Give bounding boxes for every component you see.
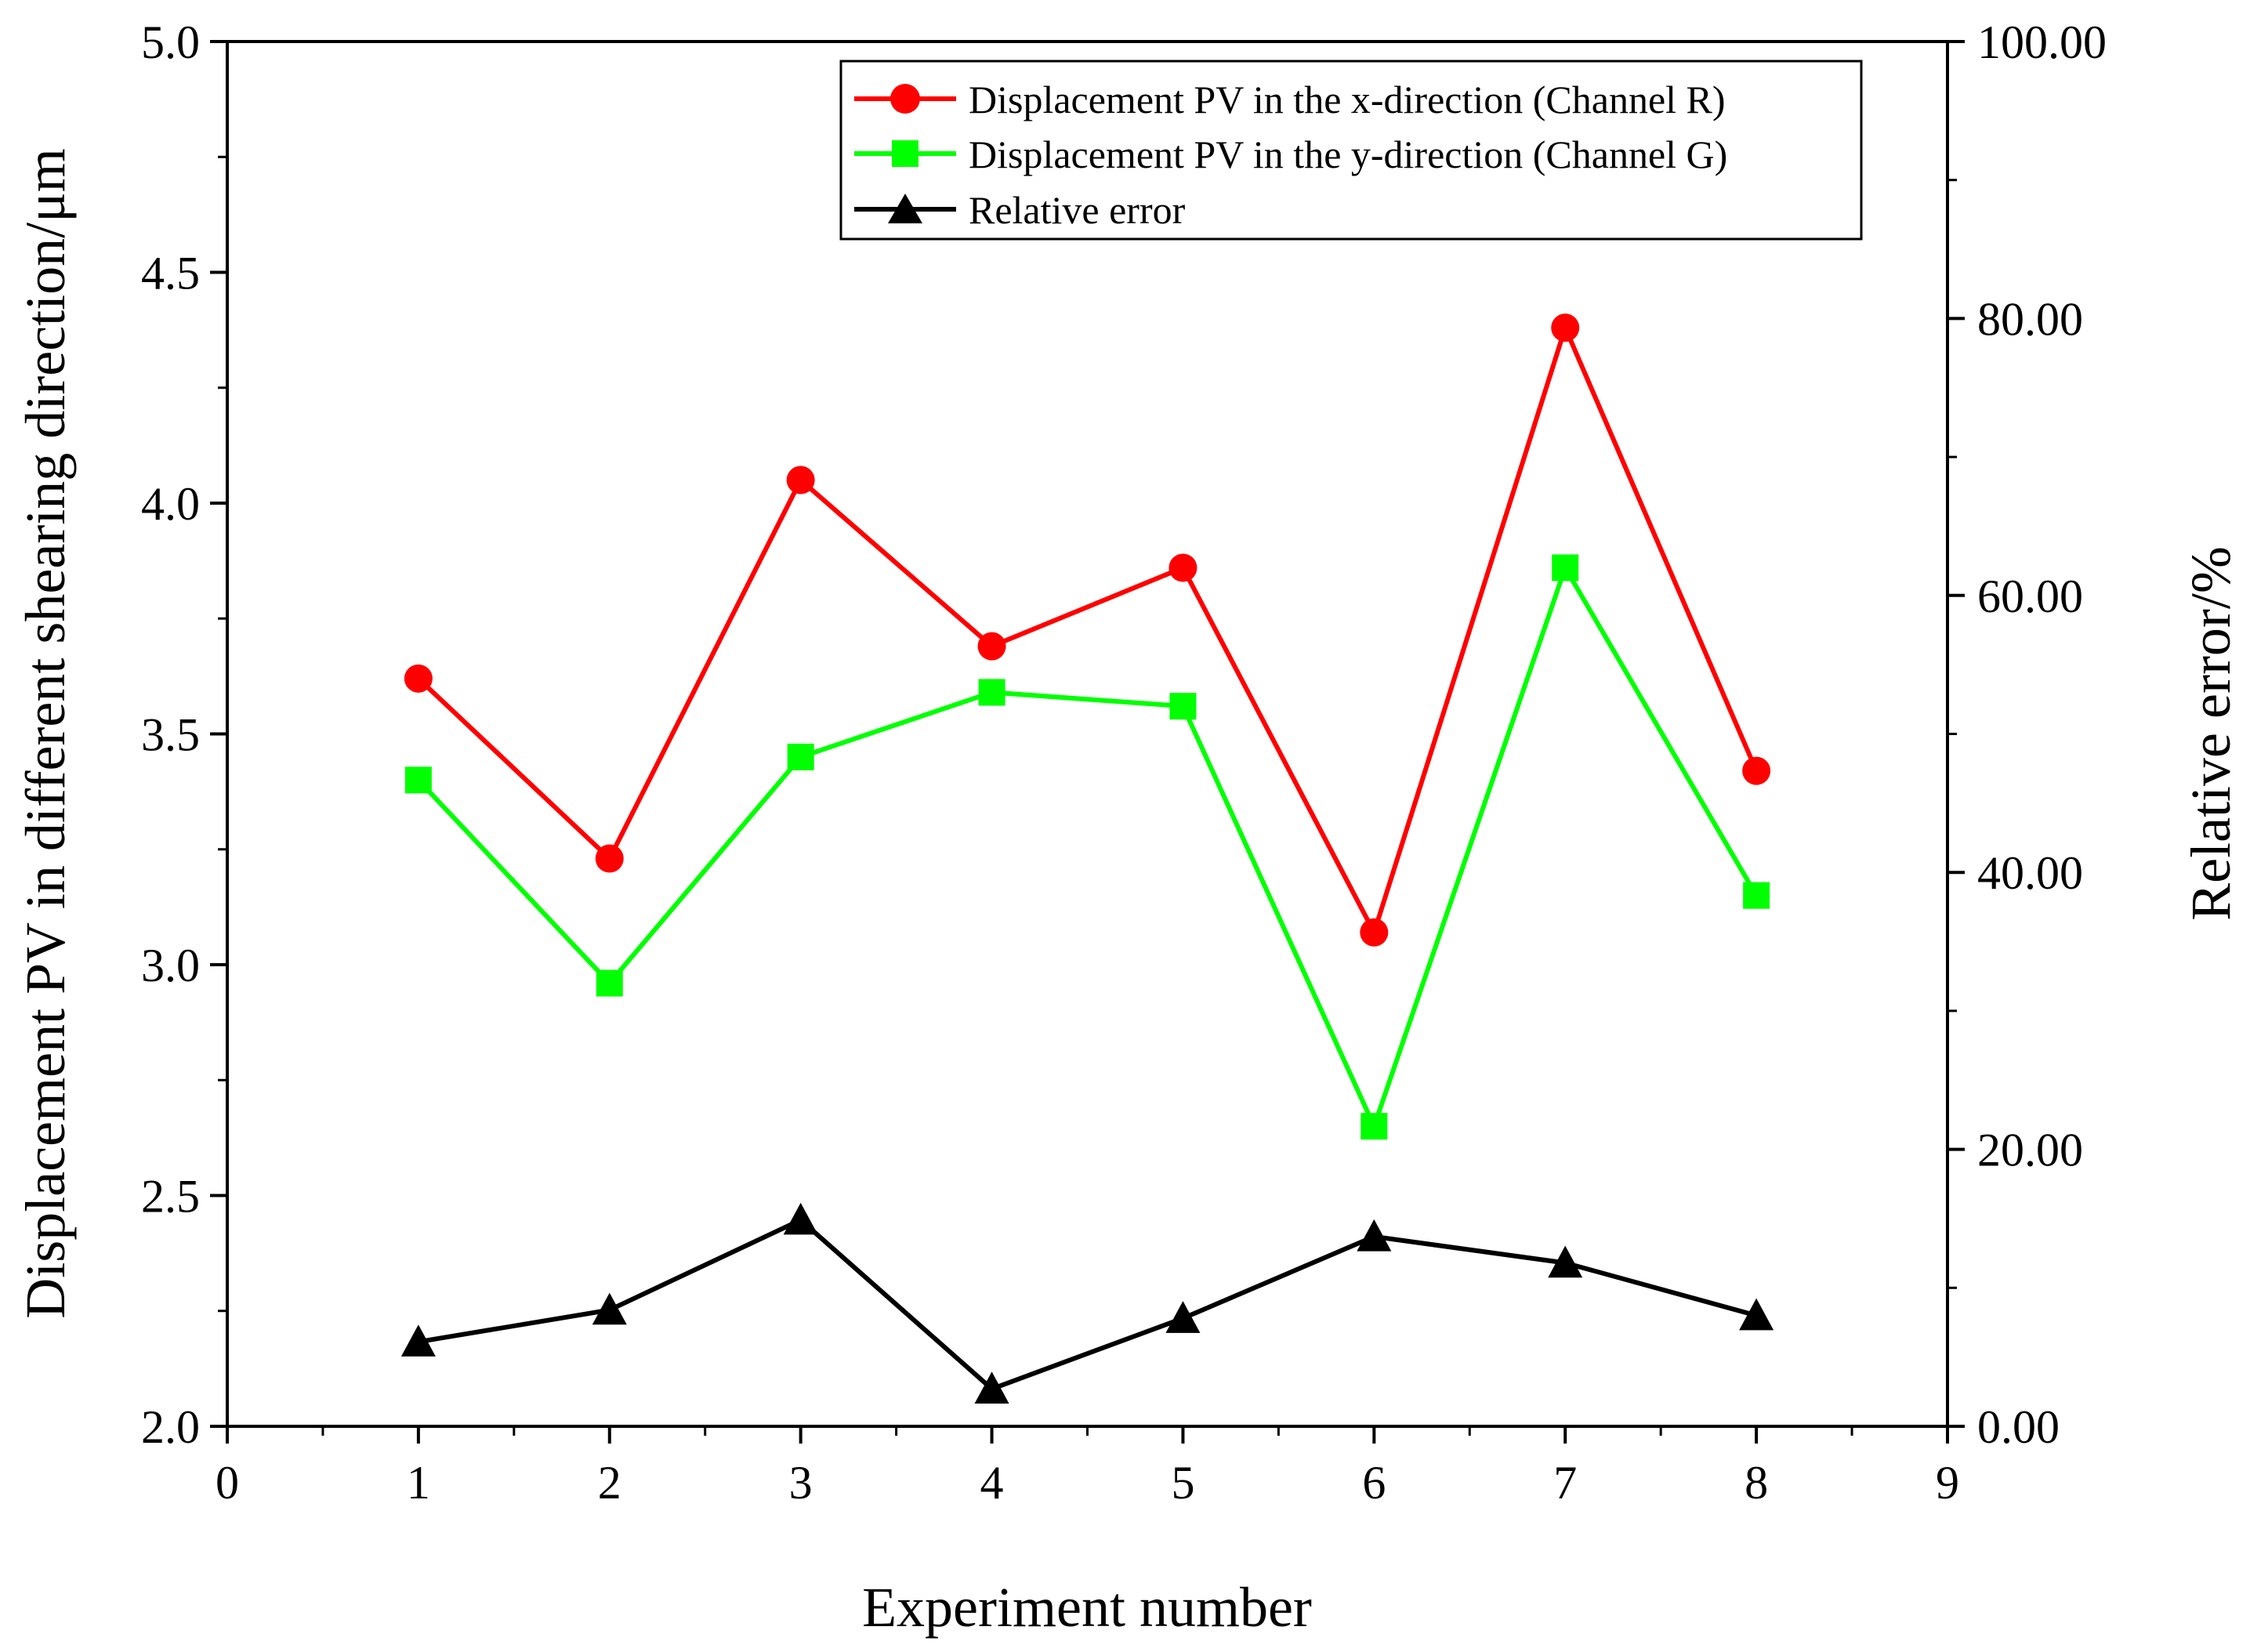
x-tick-label-6: 6 bbox=[1362, 1457, 1386, 1509]
point-relative-error-2 bbox=[592, 1292, 627, 1325]
series-layer bbox=[400, 313, 1774, 1404]
point-channel-g-6 bbox=[1361, 1113, 1388, 1140]
legend: Displacement PV in the x-direction (Chan… bbox=[839, 60, 1863, 241]
y-tick-label-2.5: 2.5 bbox=[141, 1171, 200, 1223]
point-relative-error-8 bbox=[1739, 1298, 1774, 1331]
y2-axis-title: Relative error/% bbox=[2179, 546, 2242, 921]
point-relative-error-3 bbox=[783, 1202, 818, 1235]
point-channel-r-2 bbox=[595, 844, 624, 873]
y2-tick-label-60.00: 60.00 bbox=[1977, 571, 2083, 622]
point-channel-r-3 bbox=[786, 466, 815, 495]
point-channel-r-6 bbox=[1360, 918, 1389, 947]
x-tick-label-3: 3 bbox=[789, 1457, 813, 1509]
axis-ticks: 0 1 2 3 4 5 6 7 8 9 2.0 2.5 3.0 3.5 4.0 4.5 5.0 0.00 20.00… bbox=[141, 16, 2107, 1509]
point-channel-g-3 bbox=[787, 743, 814, 770]
y-tick-label-4.0: 4.0 bbox=[141, 478, 200, 530]
point-channel-g-1 bbox=[404, 766, 432, 794]
y2-tick-label-80.00: 80.00 bbox=[1977, 293, 2083, 345]
point-relative-error-1 bbox=[400, 1324, 436, 1357]
legend-item-channel-g: Displacement PV in the y-direction (Chan… bbox=[854, 132, 1727, 176]
series-line-channel-r bbox=[416, 325, 1759, 935]
point-relative-error-5 bbox=[1165, 1301, 1201, 1333]
point-channel-g-4 bbox=[978, 679, 1005, 706]
point-channel-g-2 bbox=[596, 969, 623, 997]
y-tick-label-5.0: 5.0 bbox=[141, 16, 200, 68]
y2-tick-label-40.00: 40.00 bbox=[1977, 847, 2083, 899]
legend-label-channel-r: Displacement PV in the x-direction (Chan… bbox=[969, 78, 1726, 121]
x-tick-label-2: 2 bbox=[598, 1457, 621, 1509]
legend-label-relative-error: Relative error bbox=[969, 188, 1186, 232]
plot-area bbox=[226, 40, 1949, 1428]
x-tick-label-9: 9 bbox=[1936, 1457, 1959, 1509]
y2-tick-label-20.00: 20.00 bbox=[1977, 1125, 2083, 1176]
x-axis-title: Experiment number bbox=[862, 1576, 1312, 1639]
y-tick-label-3.5: 3.5 bbox=[141, 709, 200, 761]
legend-item-channel-r: Displacement PV in the x-direction (Chan… bbox=[854, 78, 1726, 121]
x-tick-label-1: 1 bbox=[407, 1457, 430, 1509]
series-line-channel-g bbox=[416, 565, 1759, 1129]
x-tick-label-0: 0 bbox=[216, 1457, 239, 1509]
x-tick-label-5: 5 bbox=[1171, 1457, 1194, 1509]
legend-label-channel-g: Displacement PV in the y-direction (Chan… bbox=[969, 132, 1727, 176]
series-line-relative-error bbox=[418, 1217, 1757, 1392]
point-relative-error-4 bbox=[974, 1371, 1009, 1404]
point-relative-error-7 bbox=[1548, 1245, 1583, 1278]
point-channel-r-8 bbox=[1742, 756, 1771, 785]
point-channel-g-5 bbox=[1169, 693, 1197, 720]
y-tick-label-2.0: 2.0 bbox=[141, 1401, 200, 1453]
y-axis-title: Displacement PV in different shearing di… bbox=[14, 148, 77, 1319]
point-channel-g-7 bbox=[1552, 554, 1579, 581]
legend-marker-channel-r bbox=[890, 84, 920, 114]
legend-item-relative-error: Relative error bbox=[854, 188, 1186, 232]
y-tick-label-4.5: 4.5 bbox=[141, 248, 200, 299]
point-relative-error-6 bbox=[1357, 1219, 1392, 1252]
point-channel-r-5 bbox=[1168, 553, 1197, 582]
x-tick-label-4: 4 bbox=[980, 1457, 1004, 1509]
point-channel-r-4 bbox=[977, 632, 1006, 661]
legend-marker-channel-g bbox=[892, 140, 918, 167]
y2-tick-label-100.00: 100.00 bbox=[1977, 16, 2107, 68]
point-channel-g-8 bbox=[1743, 882, 1770, 909]
point-channel-r-1 bbox=[404, 664, 433, 693]
y-tick-label-3.0: 3.0 bbox=[141, 940, 200, 991]
legend-box bbox=[839, 60, 1863, 241]
x-tick-label-7: 7 bbox=[1553, 1457, 1577, 1509]
legend-marker-relative-error bbox=[888, 194, 922, 223]
y2-tick-label-0.00: 0.00 bbox=[1977, 1401, 2060, 1453]
x-tick-label-8: 8 bbox=[1745, 1457, 1768, 1509]
point-channel-r-7 bbox=[1551, 313, 1580, 342]
